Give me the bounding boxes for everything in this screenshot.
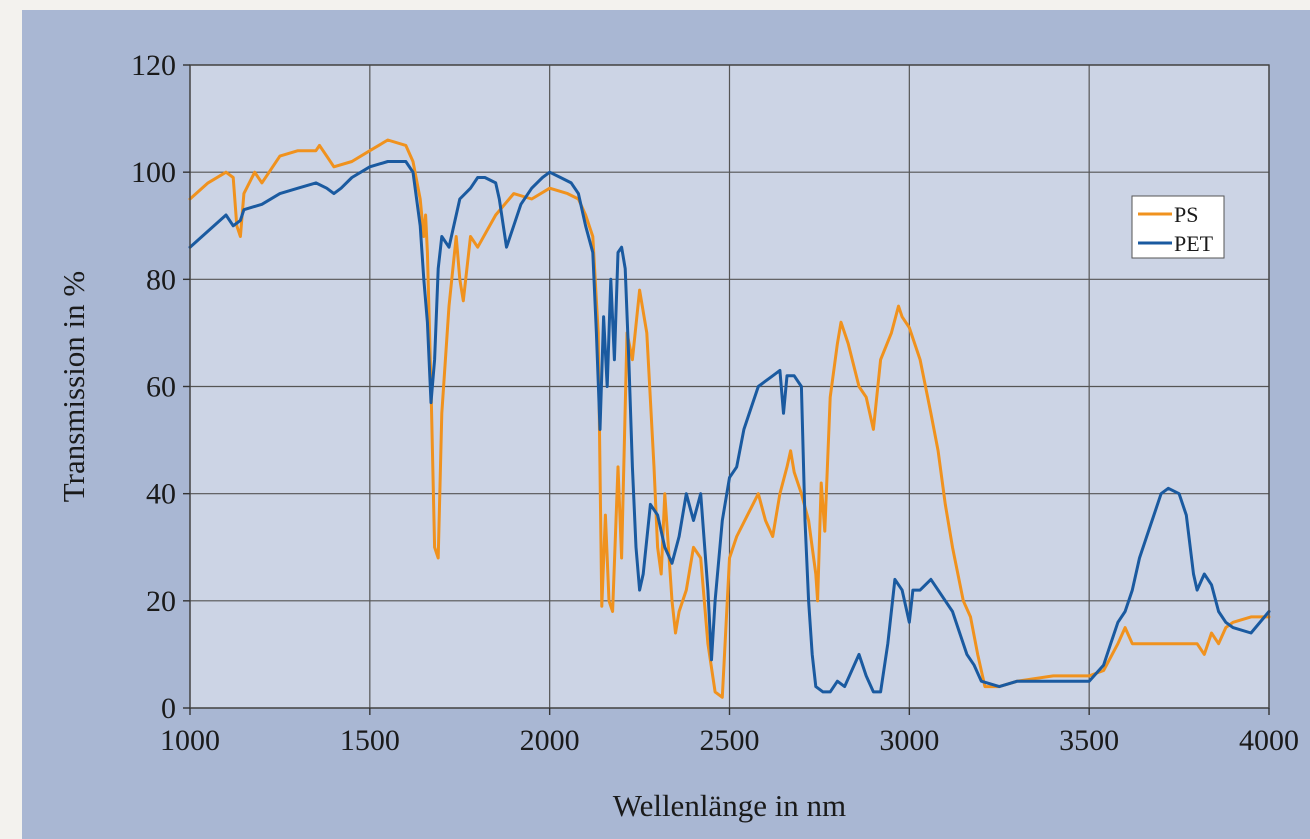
legend: PS PET xyxy=(1131,195,1225,259)
x-ticks: 1000 1500 2000 2500 3000 3500 4000 xyxy=(160,708,1299,757)
x-tick-label: 3000 xyxy=(879,724,939,757)
legend-label-pet: PET xyxy=(1174,231,1214,256)
series-layer xyxy=(188,138,1271,699)
x-tick-label: 4000 xyxy=(1239,724,1299,757)
x-tick-label: 2000 xyxy=(520,724,580,757)
y-tick-label: 100 xyxy=(131,156,176,189)
y-ticks: 0 20 40 60 80 100 120 xyxy=(131,49,190,725)
x-tick-label: 1500 xyxy=(340,724,400,757)
y-tick-label: 80 xyxy=(146,263,176,296)
y-axis-label: Transmission in % xyxy=(56,271,91,502)
y-tick-label: 60 xyxy=(146,371,176,404)
chart-panel: 1000 1500 2000 2500 3000 3500 4000 0 20 40 60 80 10… xyxy=(22,10,1310,839)
x-tick-label: 3500 xyxy=(1059,724,1119,757)
x-tick-label: 1000 xyxy=(160,724,220,757)
legend-label-ps: PS xyxy=(1174,202,1198,227)
y-tick-label: 0 xyxy=(161,692,176,725)
series-line-pet xyxy=(188,160,1271,694)
y-tick-label: 40 xyxy=(146,478,176,511)
transmission-chart: 1000 1500 2000 2500 3000 3500 4000 0 20 40 60 80 10… xyxy=(56,49,1299,823)
y-tick-label: 20 xyxy=(146,585,176,618)
y-tick-label: 120 xyxy=(131,49,176,82)
x-tick-label: 2500 xyxy=(700,724,760,757)
legend-box xyxy=(1131,195,1225,259)
series-line-ps xyxy=(188,138,1271,699)
x-axis-label: Wellenlänge in nm xyxy=(613,788,846,823)
